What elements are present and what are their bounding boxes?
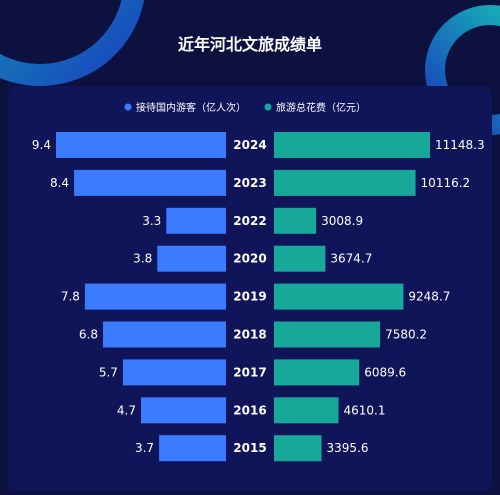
value-label-spending-2023: 10116.2 [421, 176, 471, 190]
year-label-2022: 2022 [233, 214, 266, 228]
value-label-spending-2018: 7580.2 [385, 328, 427, 342]
decorative-ring-left [0, 0, 145, 86]
value-label-visitors-2016: 4.7 [117, 403, 136, 417]
bar-spending-2018 [274, 321, 381, 348]
legend: 接待国内游客（亿人次） 旅游总花费（亿元） [124, 101, 366, 114]
bar-spending-2022 [274, 207, 317, 234]
bar-spending-2024 [274, 132, 430, 158]
value-label-visitors-2018: 6.8 [79, 328, 98, 342]
year-label-2015: 2015 [233, 441, 266, 455]
value-label-visitors-2022: 3.3 [142, 214, 161, 228]
bar-visitors-2023 [74, 169, 226, 196]
bar-visitors-2022 [166, 207, 226, 234]
year-label-2020: 2020 [233, 252, 266, 266]
value-label-visitors-2019: 7.8 [61, 290, 80, 304]
value-label-spending-2015: 3395.6 [327, 441, 369, 455]
legend-label-spending: 旅游总花费（亿元） [276, 101, 366, 114]
bar-visitors-2019 [84, 283, 226, 310]
bar-spending-2017 [274, 359, 360, 386]
year-label-2019: 2019 [233, 290, 266, 304]
bar-spending-2019 [274, 283, 404, 310]
year-label-2018: 2018 [233, 328, 266, 342]
bar-spending-2015 [274, 435, 322, 462]
value-label-visitors-2024: 9.4 [32, 138, 51, 152]
value-label-spending-2024: 11148.3 [435, 138, 485, 152]
year-label-2016: 2016 [233, 403, 266, 417]
bar-visitors-2020 [157, 245, 226, 272]
value-label-spending-2019: 9248.7 [408, 290, 450, 304]
bar-visitors-2015 [159, 435, 226, 462]
year-label-2024: 2024 [233, 138, 266, 152]
legend-label-visitors: 接待国内游客（亿人次） [136, 101, 246, 114]
bar-spending-2020 [274, 245, 326, 272]
value-label-spending-2022: 3008.9 [321, 214, 363, 228]
bar-visitors-2018 [103, 321, 226, 348]
bar-visitors-2016 [141, 397, 226, 424]
value-label-visitors-2017: 5.7 [99, 365, 118, 379]
value-label-spending-2020: 3674.7 [330, 252, 372, 266]
bar-spending-2023 [274, 169, 416, 196]
year-label-2023: 2023 [233, 176, 266, 190]
value-label-spending-2017: 6089.6 [364, 365, 406, 379]
bar-visitors-2024 [56, 132, 226, 158]
year-label-2017: 2017 [233, 365, 266, 379]
chart-title: 近年河北文旅成绩单 [178, 35, 322, 54]
value-label-visitors-2023: 8.4 [50, 176, 69, 190]
bar-spending-2016 [274, 397, 339, 424]
value-label-visitors-2015: 3.7 [135, 441, 154, 455]
value-label-visitors-2020: 3.8 [133, 252, 152, 266]
chart-rows: 2024 9.4 11148.3 2023 8.4 10116.2 2022 3.3 3008.… [32, 132, 485, 462]
legend-dot-spending [264, 103, 272, 111]
legend-dot-visitors [124, 103, 132, 111]
value-label-spending-2016: 4610.1 [344, 403, 386, 417]
bar-visitors-2017 [122, 359, 226, 386]
